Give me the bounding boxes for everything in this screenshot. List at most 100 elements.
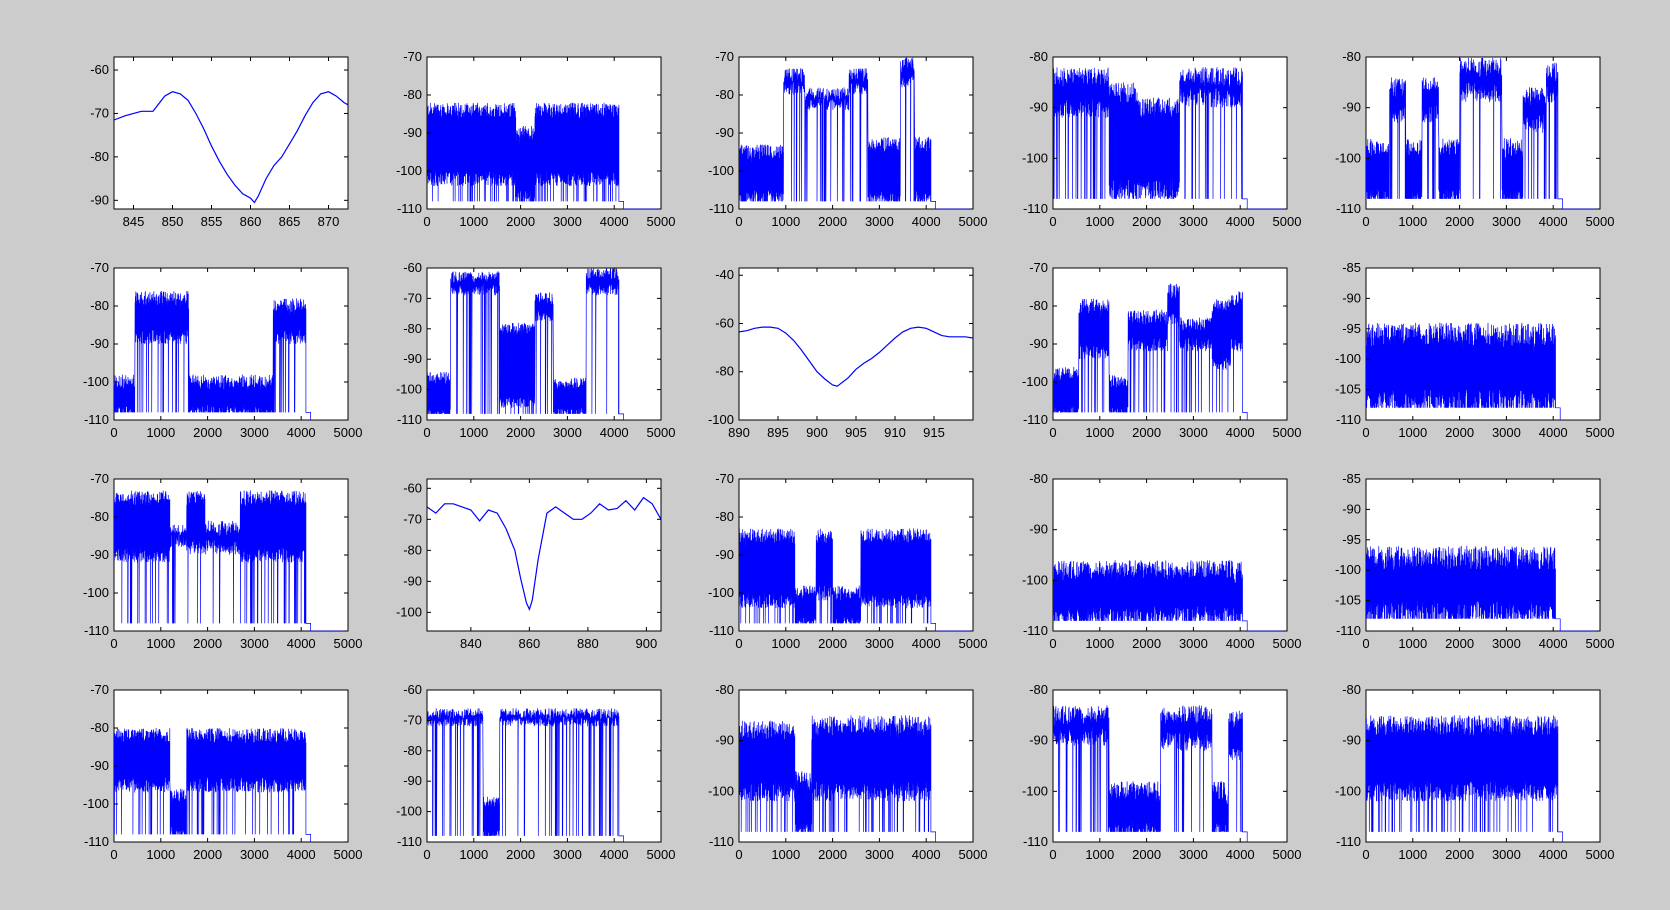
y-tick-label: -100	[1335, 783, 1361, 798]
y-tick-label: -100	[1022, 572, 1048, 587]
y-tick-label: -60	[403, 682, 422, 697]
y-tick-label: -100	[83, 374, 109, 389]
x-tick-label: 1000	[1398, 214, 1427, 229]
x-tick-label: 2000	[506, 425, 535, 440]
x-tick-label: 1000	[459, 214, 488, 229]
subplot-7: 0 1000 2000 3000 4000 5000 -60 -70 -80 -90 -100 -11…	[396, 260, 675, 440]
x-tick-label: 4000	[600, 847, 629, 862]
y-tick-label: -80	[403, 321, 422, 336]
x-tick-label: 880	[577, 636, 599, 651]
series-line	[1053, 67, 1287, 209]
y-tick-label: -60	[403, 480, 422, 495]
x-tick-label: 890	[728, 425, 750, 440]
subplot-12: 840 860 880 900 -60 -70 -80 -90 -100	[396, 478, 662, 651]
x-tick-label: 0	[735, 636, 742, 651]
x-tick-label: 3000	[553, 214, 582, 229]
subplot-19: 0 1000 2000 3000 4000 5000 -80 -90 -100 -110	[1022, 682, 1301, 862]
series-line	[114, 490, 348, 631]
y-tick-label: -110	[1023, 834, 1048, 849]
series-line	[1366, 715, 1600, 842]
x-tick-label: 1000	[1398, 425, 1427, 440]
y-tick-label: -100	[1022, 374, 1048, 389]
x-tick-label: 1000	[146, 847, 175, 862]
x-tick-label: 0	[1362, 425, 1369, 440]
series-line	[1053, 560, 1287, 631]
subplot-18: 0 1000 2000 3000 4000 5000 -80 -90 -100 -110	[708, 682, 987, 862]
x-tick-label: 5000	[1586, 425, 1615, 440]
y-tick-label: -90	[715, 125, 734, 140]
x-tick-label: 2000	[506, 214, 535, 229]
x-tick-label: 5000	[647, 214, 676, 229]
x-tick-label: 4000	[287, 847, 316, 862]
series-line	[114, 727, 348, 842]
x-tick-label: 865	[279, 214, 301, 229]
x-tick-label: 3000	[553, 847, 582, 862]
y-tick-label: -100	[1335, 351, 1361, 366]
y-tick-label: -110	[1023, 201, 1048, 216]
x-tick-label: 0	[1049, 636, 1056, 651]
x-tick-label: 870	[318, 214, 340, 229]
x-tick-label: 3000	[240, 847, 269, 862]
subplot-1: 845 850 855 860 865 870 -60 -70 -80 -90	[90, 56, 349, 229]
series-line	[739, 528, 973, 631]
x-tick-label: 4000	[1226, 425, 1255, 440]
x-tick-label: 0	[423, 425, 430, 440]
x-tick-label: 4000	[912, 847, 941, 862]
x-tick-label: 1000	[771, 214, 800, 229]
y-tick-label: -80	[715, 364, 734, 379]
x-tick-label: 0	[1049, 847, 1056, 862]
x-tick-label: 4000	[600, 425, 629, 440]
x-tick-label: 4000	[1226, 847, 1255, 862]
y-tick-label: -110	[84, 623, 109, 638]
y-tick-label: -80	[715, 87, 734, 102]
x-tick-label: 5000	[1273, 425, 1302, 440]
x-tick-label: 2000	[193, 636, 222, 651]
x-tick-label: 1000	[771, 636, 800, 651]
y-tick-label: -100	[708, 783, 734, 798]
x-tick-label: 2000	[818, 636, 847, 651]
y-tick-label: -95	[1342, 532, 1361, 547]
x-tick-label: 2000	[1132, 214, 1161, 229]
y-tick-label: -100	[1022, 783, 1048, 798]
x-tick-label: 840	[460, 636, 482, 651]
x-tick-label: 3000	[865, 214, 894, 229]
y-tick-label: -90	[90, 192, 109, 207]
y-tick-label: -80	[1029, 298, 1048, 313]
y-tick-label: -80	[1342, 682, 1361, 697]
y-tick-label: -90	[715, 547, 734, 562]
x-tick-label: 3000	[1492, 636, 1521, 651]
x-tick-label: 3000	[553, 425, 582, 440]
subplot-10: 0 1000 2000 3000 4000 5000 -85 -90 -95 -100 -105 -1…	[1335, 260, 1614, 440]
y-tick-label: -80	[1029, 471, 1048, 486]
x-tick-label: 850	[162, 214, 184, 229]
y-tick-label: -80	[715, 682, 734, 697]
series-line	[427, 496, 661, 611]
x-tick-label: 4000	[912, 636, 941, 651]
y-tick-label: -70	[90, 105, 109, 120]
y-tick-label: -80	[403, 743, 422, 758]
y-tick-label: -85	[1342, 471, 1361, 486]
y-tick-label: -110	[397, 834, 422, 849]
x-tick-label: 4000	[287, 636, 316, 651]
y-tick-label: -80	[90, 509, 109, 524]
y-tick-label: -100	[1022, 150, 1048, 165]
y-tick-label: -90	[1342, 733, 1361, 748]
x-tick-label: 3000	[1492, 425, 1521, 440]
x-tick-label: 5000	[1586, 214, 1615, 229]
x-tick-label: 3000	[1179, 425, 1208, 440]
x-tick-label: 0	[735, 214, 742, 229]
y-tick-label: -110	[709, 834, 734, 849]
subplot-9: 0 1000 2000 3000 4000 5000 -70 -80 -90 -100 -110	[1022, 260, 1301, 440]
x-tick-label: 2000	[1445, 425, 1474, 440]
y-tick-label: -70	[1029, 260, 1048, 275]
x-tick-label: 2000	[1445, 636, 1474, 651]
x-tick-label: 2000	[1132, 847, 1161, 862]
subplot-3: 0 1000 2000 3000 4000 5000 -70 -80 -90 -100 -110	[708, 49, 987, 229]
x-tick-label: 0	[1049, 425, 1056, 440]
y-tick-label: -80	[90, 149, 109, 164]
axes-frame	[426, 478, 662, 632]
x-tick-label: 3000	[1179, 847, 1208, 862]
y-tick-label: -80	[1029, 49, 1048, 64]
x-tick-label: 0	[1362, 214, 1369, 229]
series-line	[739, 57, 973, 209]
